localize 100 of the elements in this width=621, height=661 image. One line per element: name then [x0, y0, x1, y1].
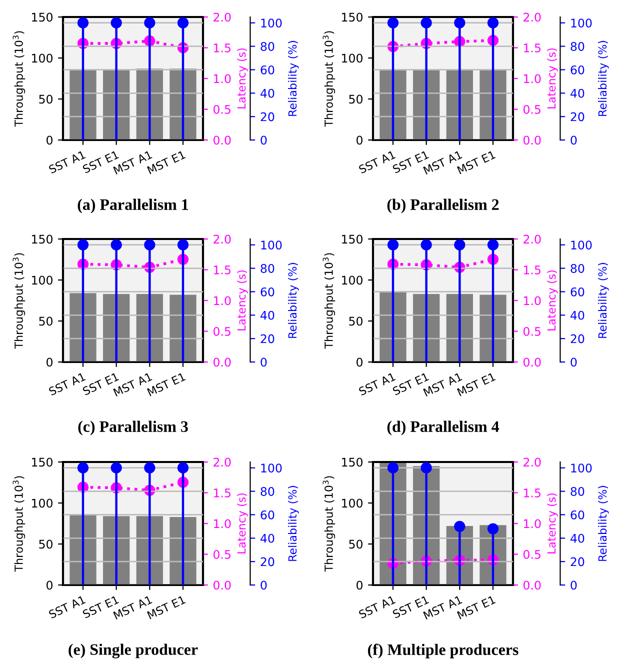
y3-tick-label: 40 [260, 310, 274, 320]
y2-axis-title: Latency (s) [547, 494, 558, 554]
y3-tick-label: 0 [570, 580, 577, 590]
y-tick-label: 150 [342, 234, 362, 244]
y2-tick-label: 2.0 [214, 458, 231, 467]
y2-axis-title: Latency (s) [237, 48, 248, 108]
y-tick-label: 50 [349, 94, 362, 104]
y3-tick-label: 20 [570, 112, 584, 122]
y3-tick-label: 100 [571, 240, 592, 250]
y3-tick-label: 0 [260, 580, 267, 590]
y3-tick-label: 80 [570, 264, 584, 273]
y-tick-label: 150 [342, 12, 362, 22]
y3-tick-label: 60 [570, 65, 584, 74]
y3-tick-label: 0 [570, 136, 577, 145]
y3-tick-label: 0 [260, 136, 267, 145]
y-tick-label: 50 [39, 316, 52, 326]
y3-tick-label: 0 [260, 358, 267, 367]
y3-axis-title: Reliability (%) [598, 40, 609, 116]
y2-tick-label: 2.0 [214, 234, 231, 244]
text: (c) Parallelism 3 [78, 420, 188, 436]
y-tick-label: 50 [349, 540, 362, 549]
y3-tick-label: 40 [260, 88, 274, 98]
y2-tick-label: 1.0 [214, 296, 231, 306]
y3-tick-label: 20 [260, 112, 274, 122]
y2-axis-title: Latency (s) [547, 270, 558, 330]
y2-tick-label: 0.0 [214, 580, 231, 590]
y3-tick-label: 60 [260, 510, 274, 520]
y3-tick-label: 60 [260, 287, 274, 296]
y2-axis-title: Latency (s) [237, 494, 248, 554]
y3-tick-label: 20 [260, 334, 274, 344]
y-tick-label: 0 [46, 358, 52, 367]
y3-tick-label: 80 [260, 487, 274, 496]
y-axis-title: Throughput (10$^{3}$) [12, 31, 26, 127]
y-tick-label: 100 [32, 498, 52, 508]
y3-tick-label: 80 [570, 487, 584, 496]
y-tick-label: 50 [39, 540, 52, 549]
y2-axis-title: Latency (s) [547, 48, 558, 108]
y3-tick-label: 80 [570, 42, 584, 51]
y2-tick-label: 2.0 [524, 12, 541, 22]
y2-tick-label: 0.0 [214, 136, 231, 145]
y-tick-label: 100 [32, 276, 52, 285]
y3-tick-label: 40 [570, 88, 584, 98]
y2-tick-label: 0.0 [214, 358, 231, 367]
y-axis-title: Throughput (10$^{3}$) [322, 253, 336, 349]
y3-tick-label: 100 [261, 18, 282, 28]
y2-tick-label: 0.5 [214, 104, 230, 114]
y3-tick-label: 40 [570, 534, 584, 543]
y-tick-label: 150 [32, 234, 52, 244]
y3-axis-title: Reliability (%) [288, 40, 299, 116]
y-tick-label: 150 [32, 458, 52, 467]
y-tick-label: 0 [356, 136, 362, 145]
y2-tick-label: 2.0 [524, 234, 541, 244]
y3-tick-label: 60 [570, 510, 584, 520]
y2-tick-label: 1.5 [524, 488, 540, 498]
y2-tick-label: 0.5 [524, 550, 540, 559]
y-tick-label: 100 [342, 54, 362, 63]
text: (d) Parallelism 4 [387, 420, 500, 436]
y3-axis-title: Reliability (%) [288, 262, 299, 338]
y3-tick-label: 100 [571, 18, 592, 28]
text: (f) Multiple producers [368, 644, 518, 658]
y3-axis-title: Reliability (%) [598, 486, 609, 561]
y2-tick-label: 0.5 [214, 550, 230, 559]
y3-tick-label: 80 [260, 42, 274, 51]
y2-tick-label: 1.5 [214, 488, 230, 498]
y-tick-label: 150 [32, 12, 52, 22]
y3-tick-label: 100 [261, 240, 282, 250]
y2-tick-label: 1.5 [214, 266, 230, 274]
y-axis-title: Throughput (10$^{3}$) [322, 476, 336, 572]
y-tick-label: 100 [342, 276, 362, 285]
y-tick-label: 150 [342, 458, 362, 467]
y-axis-title: Throughput (10$^{3}$) [322, 31, 336, 127]
y2-tick-label: 0.0 [524, 358, 541, 367]
y2-tick-label: 1.5 [524, 266, 540, 274]
y3-tick-label: 0 [570, 358, 577, 367]
y3-tick-label: 40 [260, 534, 274, 543]
y2-tick-label: 1.5 [214, 44, 230, 52]
y-tick-label: 0 [356, 358, 362, 367]
y3-axis-title: Reliability (%) [288, 486, 299, 561]
y-tick-label: 0 [46, 580, 52, 590]
y-tick-label: 100 [32, 54, 52, 63]
text: (a) Parallelism 1 [78, 198, 188, 214]
y2-tick-label: 1.0 [214, 519, 231, 528]
y2-tick-label: 0.5 [524, 326, 540, 336]
y2-tick-label: 1.0 [214, 74, 231, 84]
y3-tick-label: 100 [261, 464, 282, 473]
y-tick-label: 50 [39, 94, 52, 104]
y-tick-label: 100 [342, 498, 362, 508]
y3-tick-label: 20 [260, 557, 274, 566]
y3-tick-label: 20 [570, 334, 584, 344]
y3-tick-label: 20 [570, 557, 584, 566]
y3-tick-label: 60 [260, 65, 274, 74]
y3-tick-label: 60 [570, 287, 584, 296]
y3-tick-label: 100 [571, 464, 592, 473]
y2-tick-label: 2.0 [214, 12, 231, 22]
y2-tick-label: 1.5 [524, 44, 540, 52]
y-axis-title: Throughput (10$^{3}$) [12, 253, 26, 349]
y2-tick-label: 0.0 [524, 136, 541, 145]
y-axis-title: Throughput (10$^{3}$) [12, 476, 26, 572]
y2-axis-title: Latency (s) [237, 270, 248, 330]
y-tick-label: 0 [356, 580, 362, 590]
